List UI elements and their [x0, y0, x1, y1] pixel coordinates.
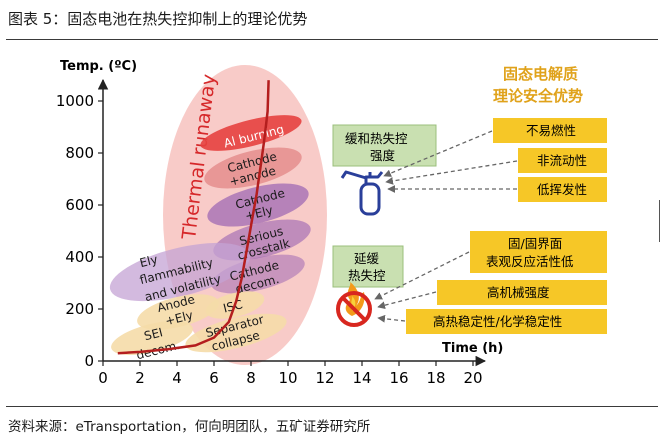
arrow-nonflammable: [383, 130, 493, 177]
stage-ely-flammability: [109, 242, 251, 302]
adv-nonfluid: 非流动性: [537, 153, 587, 168]
arrow-mechanical: [377, 291, 437, 310]
arrow-nonfluid: [385, 160, 518, 185]
delay-box: [332, 245, 404, 288]
y-tick-label: 200: [65, 300, 94, 318]
adv-lowvolatility-box: [518, 177, 607, 202]
adv-interface-line2: 表观反应活性低: [486, 254, 574, 269]
x-tick-label: 2: [135, 369, 145, 387]
label-isc: ISC: [222, 297, 244, 315]
adv-interface-line1: 固/固界面: [508, 236, 562, 251]
stage-al-burning: [200, 115, 302, 151]
stage-cathode-ely: [207, 183, 309, 227]
label-anode-ely-2: +Ely: [164, 308, 195, 328]
adv-interface-box: [470, 231, 607, 273]
panel-title-line1: 固态电解质: [503, 65, 578, 83]
stage-anode-ely: [137, 294, 219, 330]
stage-cathode-decom: [211, 254, 305, 294]
top-rule: [6, 39, 658, 40]
page-edge-mark: [659, 200, 663, 242]
adv-stability: 高热稳定性/化学稳定性: [433, 314, 562, 329]
source-note: 资料来源：eTransportation，何向明团队，五矿证券研究所: [8, 419, 371, 435]
figure-title: 图表 5：固态电池在热失控抑制上的理论优势: [8, 10, 308, 28]
y-tick-label: 800: [65, 144, 94, 162]
y-tick-label: 0: [84, 352, 94, 370]
x-tick-label: 12: [315, 369, 334, 387]
y-tick-label: 600: [65, 196, 94, 214]
x-tick-label: 20: [463, 369, 482, 387]
label-ely-1: Ely: [138, 252, 159, 270]
no-fire-icon: [336, 282, 372, 327]
arrow-stability: [377, 314, 406, 323]
x-tick-label: 8: [246, 369, 256, 387]
x-tick-label: 18: [426, 369, 445, 387]
adv-mechanical-box: [437, 280, 607, 305]
y-axis-label: Temp. (ºC): [60, 59, 137, 74]
x-tick-label: 6: [209, 369, 219, 387]
panel-title-line2: 理论安全优势: [493, 87, 583, 105]
label-sei-1: SEI: [143, 325, 165, 343]
delay-line1: 延缓: [354, 251, 380, 266]
y-tick-label: 1000: [56, 92, 94, 110]
arrow-interface: [374, 251, 470, 300]
x-axis-label: Time (h): [442, 341, 503, 356]
adv-mechanical: 高机械强度: [487, 285, 550, 300]
y-tick-label: 400: [65, 248, 94, 266]
x-tick-label: 16: [389, 369, 408, 387]
temperature-curve: [117, 80, 270, 355]
stage-cathode-anode: [204, 147, 302, 189]
x-tick-label: 14: [352, 369, 371, 387]
mitigate-box: [332, 124, 437, 167]
x-tick-label: 10: [278, 369, 297, 387]
adv-nonflammable-box: [493, 118, 607, 143]
adv-nonfluid-box: [518, 148, 607, 173]
stage-separator-collapse: [185, 313, 287, 353]
adv-nonflammable: 不易燃性: [526, 123, 576, 138]
delay-line2: 热失控: [348, 268, 386, 283]
mitigate-line1: 缓和热失控: [345, 131, 408, 146]
mitigate-line2: 强度: [370, 148, 396, 163]
stage-sei-decom: [111, 321, 193, 355]
fire-extinguisher-icon: [340, 170, 384, 216]
adv-lowvolatility: 低挥发性: [537, 182, 587, 197]
bottom-rule: [6, 406, 658, 407]
x-tick-label: 4: [172, 369, 182, 387]
adv-stability-box: [406, 309, 607, 334]
x-tick-label: 0: [98, 369, 108, 387]
